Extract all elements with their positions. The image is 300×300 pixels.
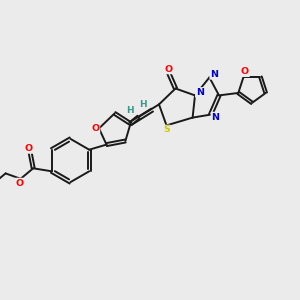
Text: O: O: [15, 178, 23, 188]
Text: S: S: [163, 125, 170, 134]
Text: O: O: [91, 124, 100, 133]
Text: N: N: [210, 70, 218, 79]
Text: H: H: [139, 100, 146, 109]
Text: N: N: [212, 112, 219, 122]
Text: N: N: [196, 88, 204, 97]
Text: H: H: [126, 106, 134, 115]
Text: O: O: [241, 67, 249, 76]
Text: O: O: [165, 64, 173, 74]
Text: O: O: [25, 144, 33, 153]
